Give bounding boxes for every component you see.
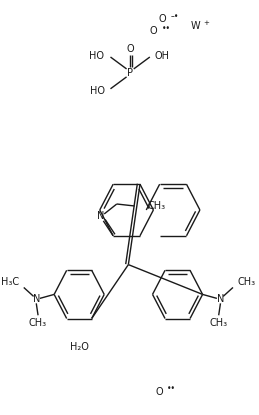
Text: N: N [33,294,40,304]
Text: HO: HO [89,51,104,61]
Text: O: O [159,14,166,24]
Text: O: O [150,26,157,36]
Text: ••: •• [167,384,176,393]
Text: CH₃: CH₃ [147,201,165,211]
Text: CH₃: CH₃ [238,278,256,288]
Text: +: + [204,20,209,26]
Text: –•: –• [170,12,179,21]
Text: CH₃: CH₃ [210,318,228,328]
Text: O: O [156,387,163,397]
Text: O: O [126,44,134,54]
Text: H₃C: H₃C [1,278,19,288]
Text: HO: HO [90,86,105,96]
Text: H₂O: H₂O [70,342,89,352]
Text: CH₃: CH₃ [29,318,47,328]
Text: P: P [127,68,133,78]
Text: ••: •• [161,24,170,33]
Text: N: N [97,211,104,221]
Text: OH: OH [154,51,169,61]
Text: W: W [191,21,200,31]
Text: N: N [217,294,224,304]
